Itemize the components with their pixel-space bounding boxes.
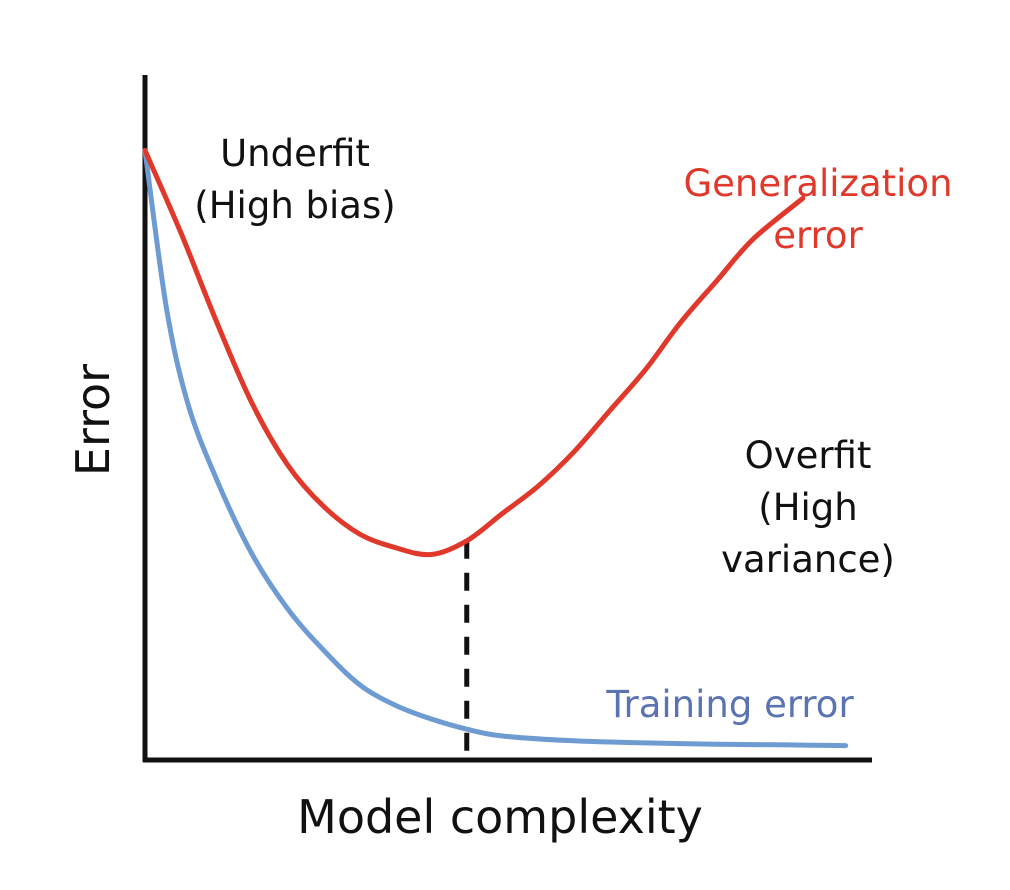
training-error-label: Training error [606,683,854,726]
underfit-line-2: (High bias) [194,183,396,227]
y-axis-label: Error [66,363,120,477]
underfit-annotation: Underfit (High bias) [194,128,395,232]
x-axis-label: Model complexity [297,790,703,844]
generalization-error-label: Generalization error [668,158,968,262]
generalization-error-line [142,147,806,558]
overfit-line-2: (High [758,485,858,529]
overfit-line-3: variance) [721,537,895,581]
training-error-line [142,147,849,749]
overfit-line-1: Overfit [744,434,872,477]
generalization-error-label-text: Generalization error [683,162,953,257]
overfit-annotation: Overfit (High variance) [721,430,895,585]
underfit-line-1: Underfit [220,132,370,175]
